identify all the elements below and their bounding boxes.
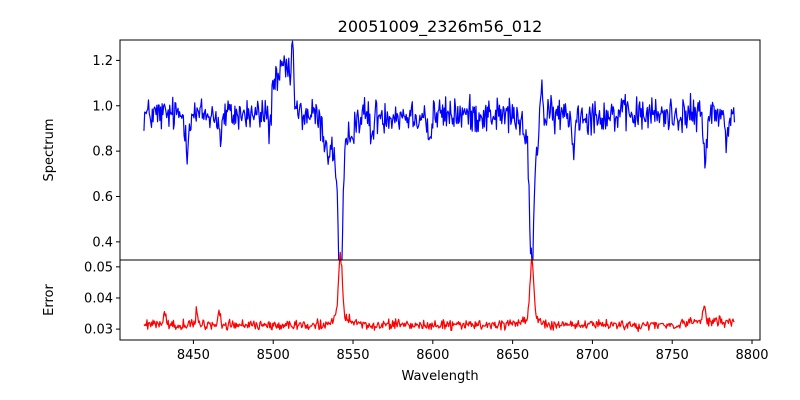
error-series-group xyxy=(143,251,735,333)
xtick-label: 8700 xyxy=(576,348,609,363)
spectrum-panel: 0.4 0.6 0.8 1.0 1.2 Spectrum xyxy=(42,39,761,292)
error-ytick-label: 0.03 xyxy=(84,323,113,338)
spectrum-ytick-label: 0.4 xyxy=(92,235,113,250)
xtick-label: 8750 xyxy=(656,348,689,363)
spectrum-plot-area xyxy=(120,40,760,260)
x-axis-ticks: 8450 8500 8550 8600 8650 8700 8750 8800 xyxy=(177,340,769,363)
spectrum-ylabel: Spectrum xyxy=(42,119,57,182)
spectrum-ytick-label: 0.6 xyxy=(92,190,113,205)
error-plot-area xyxy=(120,260,760,340)
error-series-line xyxy=(143,251,735,333)
xtick-label: 8450 xyxy=(177,348,210,363)
spectrum-ytick-label: 0.8 xyxy=(92,145,113,160)
error-frame xyxy=(119,259,761,341)
xtick-label: 8650 xyxy=(496,348,529,363)
spectrum-series-line xyxy=(143,40,736,292)
error-ytick-label: 0.05 xyxy=(84,260,113,275)
spectrum-yticks: 0.4 0.6 0.8 1.0 1.2 xyxy=(92,54,120,250)
xtick-label: 8800 xyxy=(735,348,768,363)
error-yticks: 0.03 0.04 0.05 xyxy=(84,260,120,338)
error-ytick-label: 0.04 xyxy=(84,291,113,306)
xtick-label: 8500 xyxy=(257,348,290,363)
spectrum-ytick-label: 1.0 xyxy=(92,99,113,114)
error-panel: 0.03 0.04 0.05 8450 8500 8550 8600 8650 8700 875… xyxy=(42,251,769,363)
chart-title: 20051009_2326m56_012 xyxy=(338,17,543,37)
spectrum-series-group xyxy=(143,40,736,292)
xtick-label: 8600 xyxy=(416,348,449,363)
x-axis-label: Wavelength xyxy=(401,369,478,384)
spectrum-ytick-label: 1.2 xyxy=(92,54,113,69)
xtick-label: 8550 xyxy=(336,348,369,363)
error-ylabel: Error xyxy=(42,284,57,316)
